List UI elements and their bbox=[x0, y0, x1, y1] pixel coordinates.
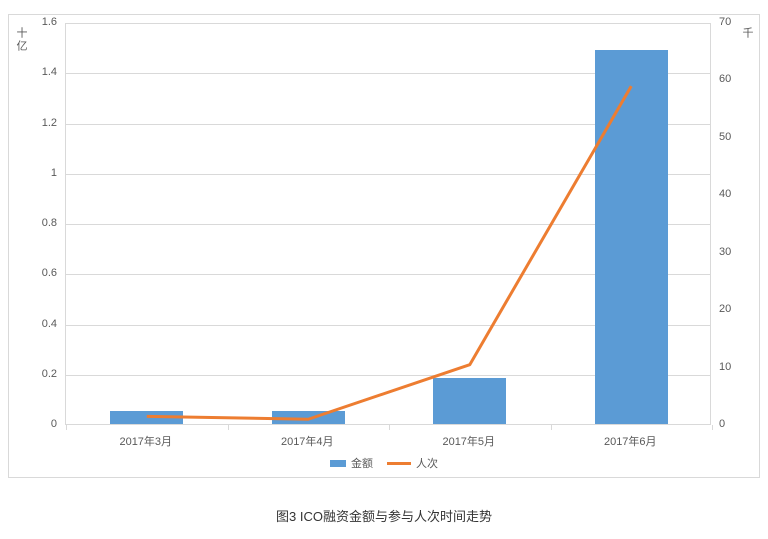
y-axis-left-title: 十亿 bbox=[15, 27, 26, 53]
y-left-tick: 1 bbox=[29, 168, 57, 179]
x-tick-label: 2017年4月 bbox=[281, 433, 334, 449]
legend-item: 金额 bbox=[330, 455, 373, 471]
y-right-tick: 20 bbox=[719, 304, 731, 315]
y-left-tick: 0.4 bbox=[29, 319, 57, 330]
plot-area bbox=[65, 23, 711, 425]
x-tick-mark bbox=[389, 425, 390, 430]
x-tick-label: 2017年5月 bbox=[442, 433, 495, 449]
y-right-tick: 40 bbox=[719, 189, 731, 200]
y-left-tick: 0 bbox=[29, 419, 57, 430]
legend-swatch-line bbox=[387, 462, 411, 465]
y-right-tick: 50 bbox=[719, 132, 731, 143]
legend-item: 人次 bbox=[387, 455, 438, 471]
x-tick-mark bbox=[228, 425, 229, 430]
line-series bbox=[66, 23, 712, 425]
y-right-tick: 30 bbox=[719, 247, 731, 258]
x-tick-label: 2017年3月 bbox=[119, 433, 172, 449]
y-left-tick: 1.6 bbox=[29, 17, 57, 28]
legend-label: 人次 bbox=[416, 455, 438, 471]
y-axis-right-title: 千 bbox=[741, 27, 752, 40]
y-right-tick: 10 bbox=[719, 362, 731, 373]
y-right-tick: 70 bbox=[719, 17, 731, 28]
y-left-tick: 0.2 bbox=[29, 369, 57, 380]
x-tick-mark bbox=[551, 425, 552, 430]
x-tick-mark bbox=[712, 425, 713, 430]
y-left-tick: 0.6 bbox=[29, 268, 57, 279]
x-tick-mark bbox=[66, 425, 67, 430]
legend-label: 金额 bbox=[351, 455, 373, 471]
y-left-tick: 1.4 bbox=[29, 67, 57, 78]
y-right-tick: 60 bbox=[719, 74, 731, 85]
y-left-tick: 0.8 bbox=[29, 218, 57, 229]
legend-swatch-bar bbox=[330, 460, 346, 467]
legend: 金额 人次 bbox=[330, 455, 438, 471]
y-left-tick: 1.2 bbox=[29, 118, 57, 129]
figure-caption: 图3 ICO融资金额与参与人次时间走势 bbox=[0, 506, 768, 525]
x-tick-label: 2017年6月 bbox=[604, 433, 657, 449]
y-right-tick: 0 bbox=[719, 419, 725, 430]
chart-container: 十亿 千 金额 人次 0 0.2 0.4 0.6 0.8 1 1.2 1.4 1.6 0 10 20 30… bbox=[8, 14, 760, 478]
